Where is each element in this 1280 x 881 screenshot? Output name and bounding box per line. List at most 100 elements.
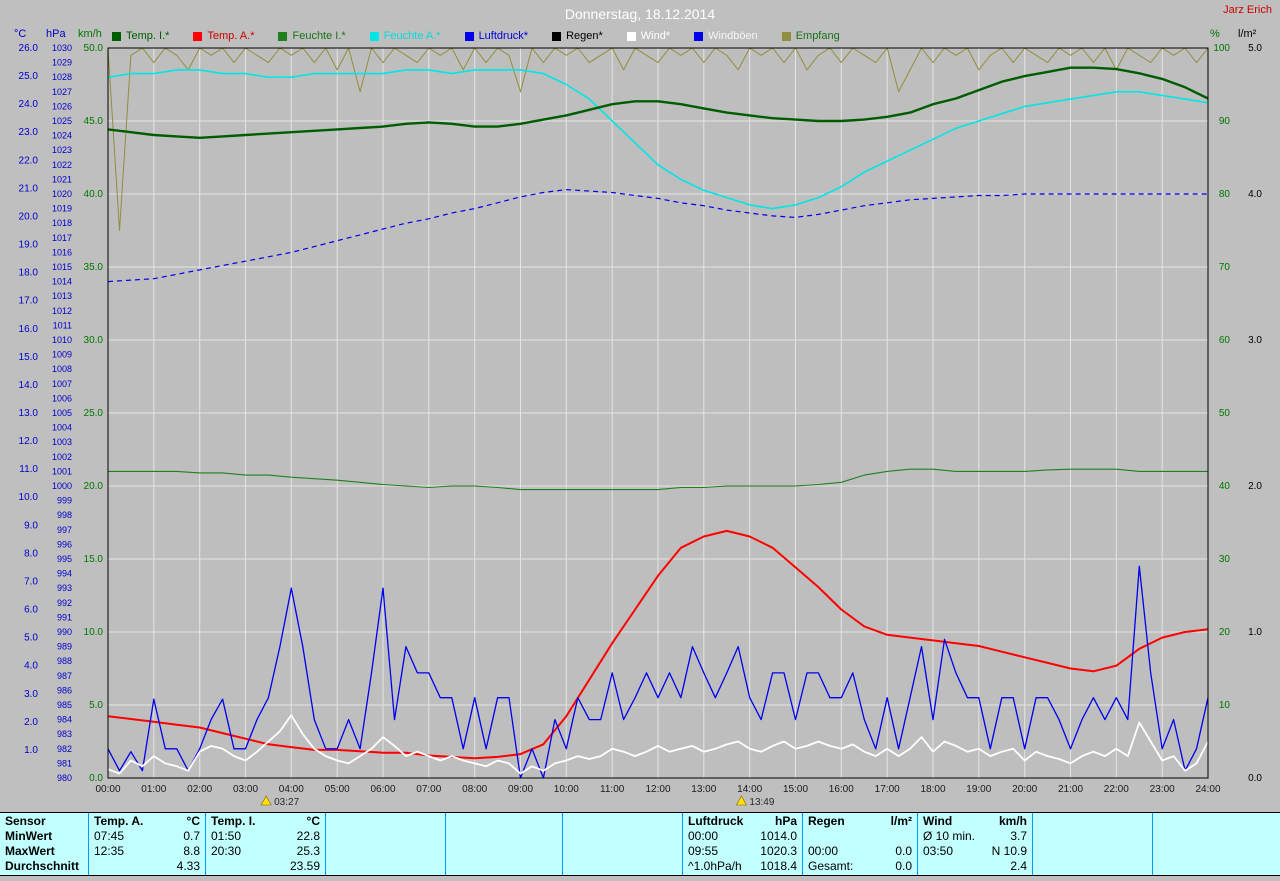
tick-hpa: 999	[57, 496, 72, 506]
legend-swatch-icon	[278, 31, 288, 41]
tick-lm2: 0.0	[1248, 773, 1262, 784]
stats-cell: 2.4	[918, 859, 1032, 874]
tick-celsius: 13.0	[19, 408, 39, 419]
axis-label-celsius: °C	[14, 28, 27, 40]
series-feuchte_a-line	[107, 69, 1209, 210]
tick-time: 22:00	[1104, 784, 1129, 795]
stats-cell-value: N 10.9	[991, 844, 1027, 858]
stats-cell: 23.59	[206, 859, 325, 874]
tick-time: 06:00	[370, 784, 395, 795]
stats-cell	[563, 829, 682, 844]
tick-pct: 80	[1219, 189, 1231, 200]
stats-cell-label: ^1.0hPa/h	[688, 859, 742, 873]
stats-cell: 09:55 1020.3	[683, 844, 802, 859]
stats-cell-value: km/h	[998, 814, 1027, 828]
tick-hpa: 992	[57, 598, 72, 608]
tick-celsius: 18.0	[19, 268, 39, 279]
stats-cell	[326, 859, 445, 874]
legend-item-1: Temp. A.*	[193, 30, 254, 42]
tick-time: 07:00	[416, 784, 441, 795]
stats-cell: 00:00 1014.0	[683, 829, 802, 844]
tick-celsius: 24.0	[19, 99, 39, 110]
legend-item-6: Wind*	[626, 30, 670, 42]
tick-hpa: 984	[57, 715, 72, 725]
stats-cell-value: °C	[186, 814, 200, 828]
tick-hpa: 1001	[52, 466, 72, 476]
tick-hpa: 1002	[52, 452, 72, 462]
tick-celsius: 1.0	[24, 745, 38, 756]
legend-swatch-icon	[112, 31, 121, 41]
stats-col-empty	[325, 813, 445, 875]
tick-time: 20:00	[1012, 784, 1037, 795]
stats-cell: Regen l/m²	[803, 814, 917, 829]
stats-cell: Sensor	[5, 814, 46, 828]
stats-cell	[446, 844, 562, 859]
sun-marker-icon	[735, 795, 747, 806]
series-luftdruck-line	[107, 189, 1208, 283]
stats-cell: 4.33	[89, 859, 205, 874]
tick-kmh: 20.0	[84, 481, 104, 492]
stats-cell	[1033, 844, 1152, 859]
tick-kmh: 5.0	[89, 700, 103, 711]
tick-celsius: 20.0	[19, 212, 39, 223]
tick-time: 13:00	[691, 784, 716, 795]
tick-hpa: 1003	[52, 437, 72, 447]
tick-hpa: 1006	[52, 393, 72, 403]
tick-time: 17:00	[875, 784, 900, 795]
stats-cell	[563, 814, 682, 829]
axis-label-lm2: l/m²	[1238, 28, 1257, 40]
tick-hpa: 993	[57, 583, 72, 593]
axis-label-kmh: km/h	[78, 28, 102, 40]
tick-pct: 20	[1219, 627, 1231, 638]
tick-celsius: 9.0	[24, 520, 38, 531]
stats-cell-label: 00:00	[808, 844, 839, 858]
stats-cell: Ø 10 min. 3.7	[918, 829, 1032, 844]
stats-cell-label: 20:30	[211, 844, 242, 858]
legend-item-5: Regen*	[552, 30, 603, 42]
tick-hpa: 1021	[52, 174, 72, 184]
stats-cell-label: Wind	[923, 814, 953, 828]
tick-celsius: 5.0	[24, 633, 38, 644]
tick-time: 04:00	[279, 784, 304, 795]
stats-cell: Luftdruck hPa	[683, 814, 802, 829]
legend-item-2: Feuchte I.*	[278, 30, 346, 42]
series-wind-line	[107, 714, 1209, 775]
tick-hpa: 1016	[52, 247, 72, 257]
stats-cell-label: Luftdruck	[688, 814, 744, 828]
legend-swatch-icon	[552, 31, 562, 41]
stats-cell	[1153, 829, 1280, 844]
tick-hpa: 1023	[52, 145, 72, 155]
legend-swatch-icon	[464, 31, 474, 41]
stats-cell	[803, 829, 917, 844]
stats-cell: Gesamt: 0.0	[803, 859, 917, 874]
tick-celsius: 16.0	[19, 324, 39, 335]
legend-label: Feuchte I.*	[292, 30, 346, 42]
stats-cell	[1153, 814, 1280, 829]
stats-cell-value: 1020.3	[760, 844, 797, 858]
plot-border	[107, 47, 1209, 779]
tick-celsius: 10.0	[19, 492, 39, 503]
legend-label: Temp. A.*	[207, 30, 255, 42]
stats-cell	[446, 814, 562, 829]
tick-hpa: 1010	[52, 335, 72, 345]
stats-cell-label: 12:35	[94, 844, 125, 858]
tick-celsius: 7.0	[24, 577, 38, 588]
tick-hpa: 1018	[52, 218, 72, 228]
weather-chart-plot[interactable]: 26.0 25.0 24.0 23.0 22.0 21.0 20.0 19.0 18.0 17.0…	[0, 0, 1280, 812]
tick-hpa: 1000	[52, 481, 72, 491]
tick-kmh: 10.0	[84, 627, 104, 638]
legend-swatch-icon	[193, 31, 203, 41]
stats-cell-value: 25.3	[296, 844, 320, 858]
stats-cell	[326, 829, 445, 844]
tick-kmh: 15.0	[84, 554, 104, 565]
stats-col-empty	[1152, 813, 1280, 875]
tick-pct: 60	[1219, 335, 1231, 346]
tick-pct: 100	[1213, 43, 1230, 54]
stats-cell	[1033, 829, 1152, 844]
tick-hpa: 987	[57, 671, 72, 681]
stats-cell	[326, 844, 445, 859]
tick-celsius: 14.0	[19, 380, 39, 391]
stats-col-empty	[1032, 813, 1152, 875]
tick-hpa: 986	[57, 685, 72, 695]
